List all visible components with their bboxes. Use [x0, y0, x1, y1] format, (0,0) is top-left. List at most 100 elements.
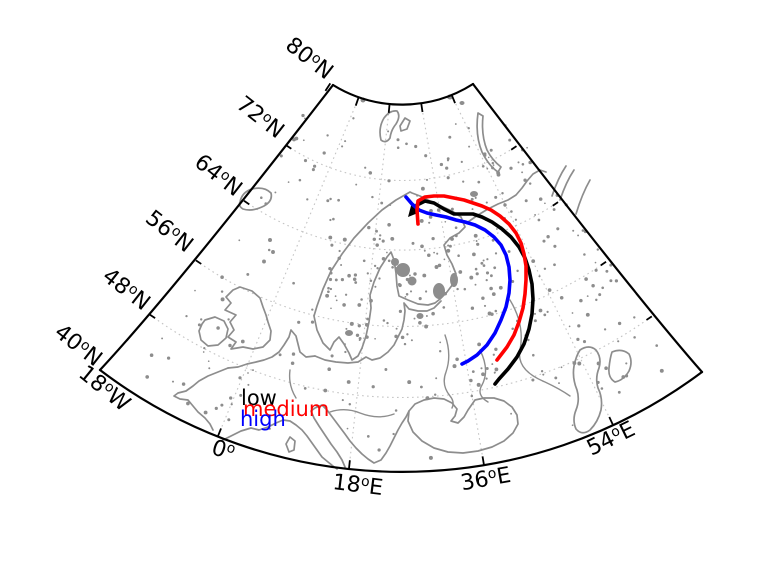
speckle-dot [542, 373, 545, 376]
speckle-dot [229, 396, 233, 400]
speckle-dot [470, 306, 475, 310]
speckle-dot [410, 339, 413, 342]
speckle-dot [304, 117, 306, 120]
speckle-dot [200, 318, 203, 321]
speckle-dot [357, 324, 361, 328]
speckle-dot [349, 321, 354, 326]
speckle-dot [474, 283, 477, 286]
speckle-dot [422, 273, 427, 278]
latitude-tick-label: 56oN [140, 206, 197, 258]
speckle-dot [171, 380, 175, 383]
speckle-dot [571, 312, 574, 314]
speckle-dot [344, 293, 348, 296]
speckle-dot [332, 217, 335, 221]
speckle-dot [420, 385, 423, 389]
speckle-dot [352, 277, 357, 282]
speckle-dot [366, 435, 370, 438]
speckle-dot [540, 370, 544, 373]
speckle-dot [436, 252, 439, 255]
speckle-dot [405, 293, 409, 296]
speckle-dot [460, 160, 463, 164]
speckle-dot [454, 226, 458, 230]
speckle-dot [329, 218, 332, 222]
speckle-dot [494, 195, 498, 199]
speckle-dot [584, 277, 588, 281]
speckle-dot [514, 218, 518, 221]
speckle-dot [443, 258, 446, 261]
speckle-dot [334, 295, 337, 298]
speckle-dot [572, 229, 575, 232]
speckle-dot [470, 197, 474, 201]
speckle-dot [491, 161, 495, 165]
speckle-dot [571, 424, 574, 427]
speckle-dot [362, 259, 366, 263]
speckle-dot [327, 367, 332, 372]
speckle-dot [531, 378, 535, 382]
left-edge-tick [195, 259, 202, 265]
speckle-dot [517, 161, 520, 164]
speckle-dot [543, 267, 547, 271]
speckle-dot [603, 328, 607, 331]
speckle-dot [543, 313, 547, 317]
bottom-arc-tick [348, 460, 351, 469]
speckle-dot [491, 166, 495, 170]
speckle-dot [214, 406, 218, 410]
speckle-dot [311, 308, 314, 311]
speckle-dot [469, 275, 474, 280]
coastlines [173, 110, 632, 470]
speckle-dot [334, 278, 338, 282]
speckle-dot [346, 380, 351, 384]
right-edge-tick [552, 201, 559, 207]
speckle-dot [409, 290, 413, 293]
speckle-dot [357, 303, 362, 307]
lake-blob [416, 313, 424, 319]
coast-italy-balkans [310, 404, 410, 468]
map-frame [98, 82, 704, 473]
speckle-dot [330, 269, 333, 272]
speckle-dot [489, 148, 493, 152]
speckle-dot [427, 253, 431, 257]
speckle-dot [482, 259, 485, 262]
speckle-dot [446, 248, 451, 253]
speckle-dot [428, 455, 433, 460]
latitude-tick-label: 40oN [49, 320, 106, 372]
speckle-dot [471, 208, 474, 211]
lake-blob [407, 276, 417, 286]
speckle-dot [185, 314, 188, 318]
speckle-dot [491, 363, 494, 366]
speckle-dot [483, 152, 487, 156]
speckle-dot [438, 349, 442, 353]
top-arc-tick [324, 82, 332, 92]
speckle-dot [365, 335, 369, 339]
speckle-dot [313, 164, 317, 168]
speckle-dot [485, 201, 488, 204]
right-edge-tick [646, 315, 653, 321]
speckle-dot [387, 222, 391, 227]
speckle-dot [373, 264, 377, 268]
speckle-dot [392, 432, 395, 436]
speckle-dot [326, 199, 330, 203]
speckle-dot [302, 139, 305, 142]
speckle-dot [553, 263, 556, 267]
speckle-dot [477, 342, 481, 347]
speckle-dot [544, 202, 546, 205]
speckle-dot [431, 236, 435, 241]
speckle-dot [418, 297, 422, 301]
speckle-dot [298, 178, 302, 182]
speckle-dot [494, 347, 498, 351]
speckle-dot [247, 372, 249, 374]
speckle-dot [387, 130, 390, 133]
speckle-dot [341, 399, 344, 402]
legend-item-high: high [240, 407, 286, 431]
speckle-dot [474, 267, 478, 271]
speckle-dot [538, 308, 543, 313]
speckle-dot [239, 393, 243, 397]
trajectory-low [410, 199, 535, 386]
speckle-dot [355, 333, 360, 337]
speckle-dot [425, 290, 428, 293]
speckle-dot [260, 196, 263, 199]
speckle-dot [414, 144, 418, 149]
speckle-dot [420, 244, 424, 249]
coast-black-sea [407, 397, 519, 454]
coast-great-britain [224, 286, 272, 350]
